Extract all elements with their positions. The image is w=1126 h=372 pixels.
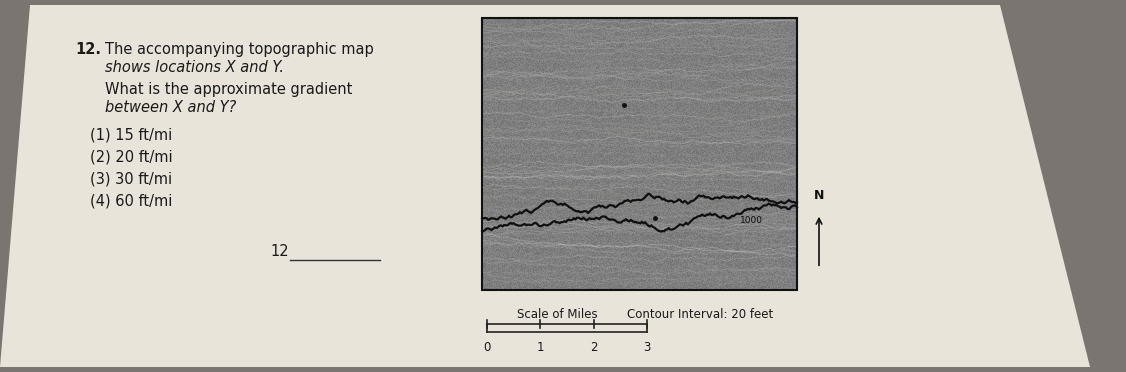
Bar	[482, 18, 797, 290]
Text: N: N	[814, 189, 824, 202]
Text: What is the approximate gradient: What is the approximate gradient	[105, 82, 352, 97]
Text: 12: 12	[270, 244, 288, 259]
Text: 1: 1	[537, 341, 544, 354]
Text: between X and Y?: between X and Y?	[105, 100, 236, 115]
Text: Contour Interval: 20 feet: Contour Interval: 20 feet	[627, 308, 774, 321]
Text: 2: 2	[590, 341, 598, 354]
Text: shows locations X and Y.: shows locations X and Y.	[105, 60, 284, 75]
Text: (3) 30 ft/mi: (3) 30 ft/mi	[90, 172, 172, 187]
Text: (1) 15 ft/mi: (1) 15 ft/mi	[90, 128, 172, 143]
Text: 1000: 1000	[740, 217, 763, 225]
Text: Scale of Miles: Scale of Miles	[517, 308, 598, 321]
Text: The accompanying topographic map: The accompanying topographic map	[105, 42, 374, 57]
Text: (2) 20 ft/mi: (2) 20 ft/mi	[90, 150, 172, 165]
Text: 3: 3	[643, 341, 651, 354]
Text: (4) 60 ft/mi: (4) 60 ft/mi	[90, 194, 172, 209]
Text: 12.: 12.	[75, 42, 101, 57]
Polygon shape	[0, 5, 1090, 367]
Text: 0: 0	[483, 341, 491, 354]
